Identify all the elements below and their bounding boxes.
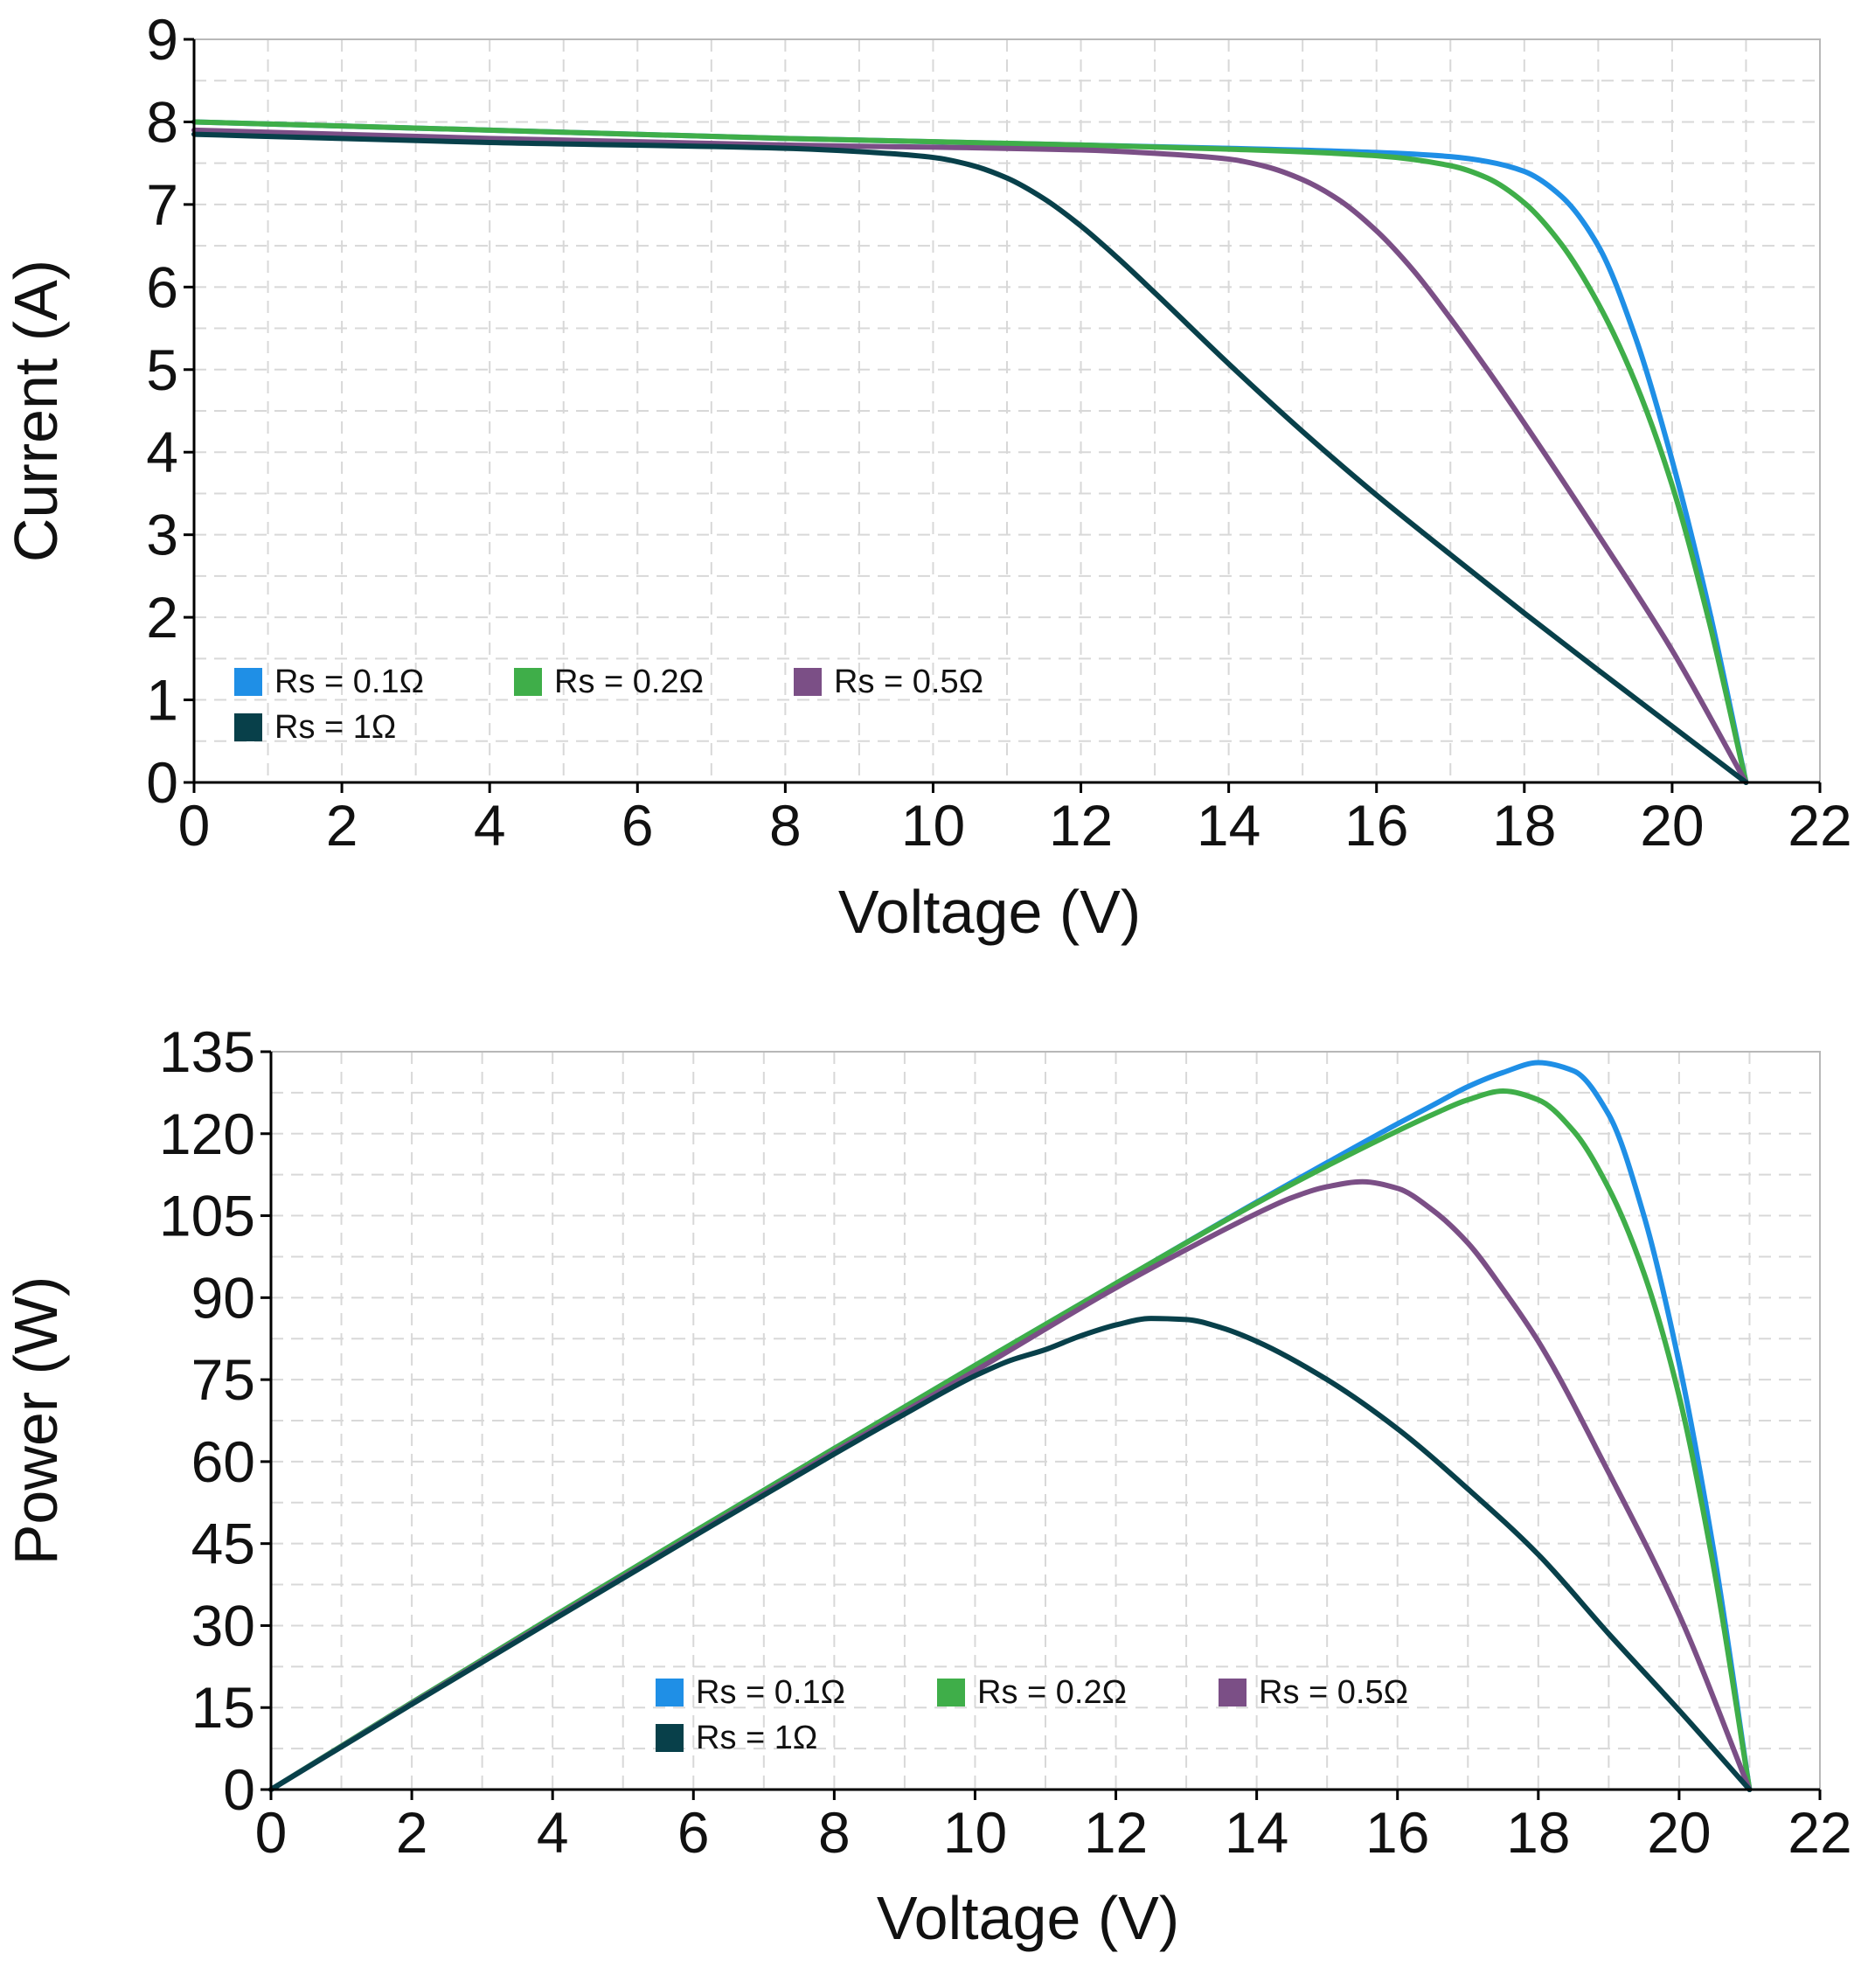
x-tick-label: 20 [1647,1800,1711,1865]
y-axis-title: Power (W) [2,1276,70,1566]
series-line-1 [268,1088,1753,1792]
legend-swatch [656,1679,684,1706]
y-tick-label: 90 [191,1265,255,1330]
x-tick-label: 10 [901,793,965,858]
x-tick-label: 22 [1788,793,1851,858]
x-tick-label: 16 [1344,793,1408,858]
x-tick-label: 18 [1506,1800,1570,1865]
x-tick-label: 12 [1084,1800,1148,1865]
x-axis-title: Voltage (V) [838,878,1141,946]
y-tick-label: 105 [159,1184,255,1248]
series-line-3 [268,1316,1753,1792]
legend-swatch [794,668,822,696]
y-tick-label: 5 [146,337,178,402]
x-tick-label: 14 [1197,793,1260,858]
x-tick-label: 0 [255,1800,288,1865]
legend-swatch [937,1679,965,1706]
legend-label: Rs = 1Ω [696,1720,817,1756]
legend-swatch [1219,1679,1247,1706]
x-tick-label: 6 [622,793,654,858]
series-line-3 [191,131,1749,785]
legend-swatch [514,668,542,696]
y-tick-label: 0 [223,1757,255,1822]
legend-label: Rs = 0.5Ω [834,664,983,700]
x-tick-label: 4 [474,793,506,858]
y-tick-label: 6 [146,254,178,319]
x-tick-label: 6 [677,1800,710,1865]
legend-item: Rs = 1Ω [656,1720,817,1756]
y-tick-label: 3 [146,503,178,567]
legend-item: Rs = 1Ω [234,709,396,746]
legend-item: Rs = 0.2Ω [937,1674,1127,1711]
y-tick-label: 9 [146,7,178,72]
y-tick-label: 75 [191,1347,255,1412]
legend-item: Rs = 0.1Ω [234,664,424,700]
y-tick-label: 4 [146,420,178,484]
legend-label: Rs = 1Ω [274,709,396,746]
grid [271,1052,1820,1790]
y-tick-label: 7 [146,172,178,237]
legend-label: Rs = 0.1Ω [274,664,424,700]
y-tick-label: 0 [146,750,178,815]
x-axis-title: Voltage (V) [877,1884,1179,1952]
x-tick-label: 18 [1492,793,1556,858]
legend-label: Rs = 0.2Ω [554,664,704,700]
series-group [268,1060,1753,1792]
legend-swatch [656,1724,684,1752]
legend-swatch [234,713,262,741]
y-tick-label: 120 [159,1102,255,1166]
legend-item: Rs = 0.1Ω [656,1674,845,1711]
x-tick-label: 20 [1640,793,1704,858]
y-tick-label: 1 [146,668,178,733]
y-tick-label: 45 [191,1512,255,1576]
legend-item: Rs = 0.5Ω [794,664,983,700]
series-line-1 [191,119,1749,785]
x-tick-label: 14 [1225,1800,1288,1865]
power-voltage-chart: 0 2 4 6 8 10 12 14 16 18 20 22015304560759010512013… [2,1019,1852,1952]
x-tick-label: 10 [943,1800,1007,1865]
y-tick-label: 135 [159,1019,255,1084]
x-tick-label: 0 [178,793,211,858]
x-tick-label: 4 [537,1800,569,1865]
y-tick-label: 8 [146,89,178,154]
legend-item: Rs = 0.2Ω [514,664,704,700]
y-tick-label: 60 [191,1429,255,1494]
series-group [191,119,1749,785]
legend: Rs = 0.1Ω Rs = 0.2Ω Rs = 0.5Ω Rs = 1Ω [234,664,983,746]
legend: Rs = 0.1Ω Rs = 0.2Ω Rs = 0.5Ω Rs = 1Ω [656,1674,1408,1756]
x-tick-label: 2 [396,1800,428,1865]
x-tick-label: 22 [1788,1800,1851,1865]
legend-swatch [234,668,262,696]
y-tick-label: 2 [146,585,178,650]
x-tick-label: 8 [818,1800,851,1865]
y-tick-label: 30 [191,1593,255,1658]
y-axis-title: Current (A) [2,260,70,562]
legend-label: Rs = 0.1Ω [696,1674,845,1711]
y-tick-label: 15 [191,1675,255,1740]
legend-item: Rs = 0.5Ω [1219,1674,1408,1711]
grid [194,39,1820,782]
legend-label: Rs = 0.5Ω [1259,1674,1408,1711]
x-tick-label: 2 [326,793,358,858]
x-tick-label: 16 [1365,1800,1429,1865]
legend-label: Rs = 0.2Ω [977,1674,1127,1711]
series-line-2 [191,127,1749,785]
x-tick-label: 12 [1049,793,1113,858]
x-tick-label: 8 [769,793,802,858]
